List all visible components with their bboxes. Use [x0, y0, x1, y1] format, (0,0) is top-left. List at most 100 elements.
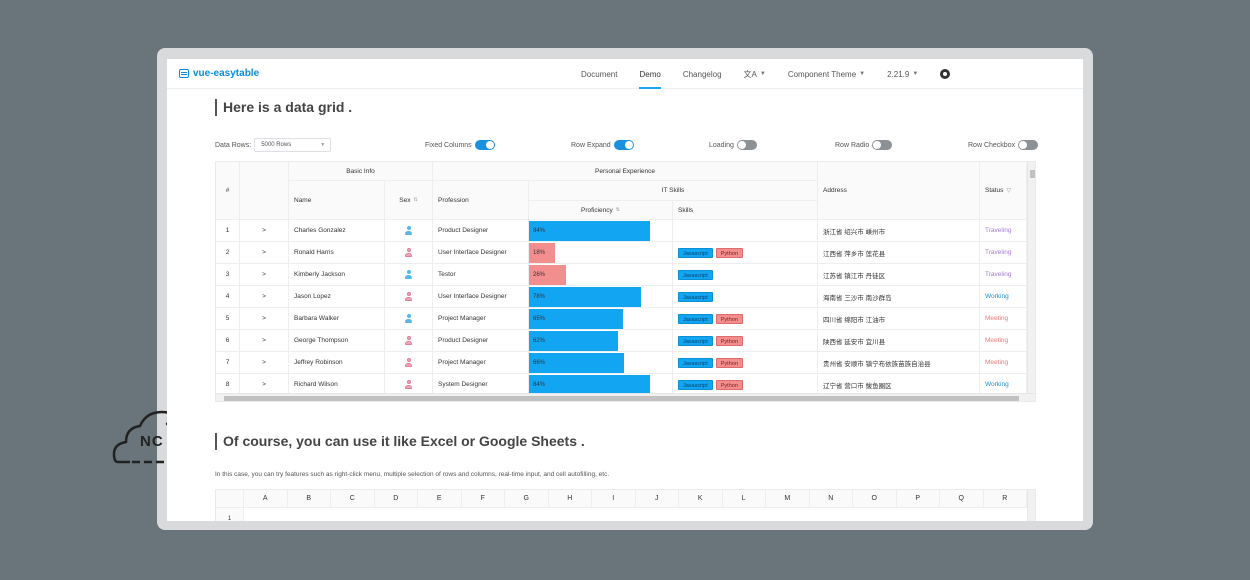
vertical-scrollbar[interactable] [1027, 162, 1035, 393]
header-status[interactable]: Status ▽ [980, 162, 1027, 220]
cell-profession: Project Manager [433, 352, 529, 374]
header-proficiency[interactable]: Proficiency ⇅ [529, 201, 673, 220]
sheet-column-header[interactable]: R [983, 490, 1027, 508]
chevron-right-icon: > [262, 381, 266, 388]
expand-toggle[interactable]: > [240, 242, 289, 264]
sheet-column-header[interactable]: D [374, 490, 418, 508]
sheet-column-header[interactable]: J [635, 490, 679, 508]
language-dropdown[interactable]: 文A ▼ [744, 59, 766, 89]
fixed-columns-control: Fixed Columns [425, 137, 495, 153]
cell-status: Meeting [980, 308, 1027, 330]
horizontal-scroll-thumb[interactable] [224, 396, 1019, 401]
cell-sex [385, 308, 433, 330]
sheet-column-header[interactable]: C [331, 490, 375, 508]
sheet-column-header[interactable]: M [766, 490, 810, 508]
sheet-row-header[interactable]: 1 [216, 508, 244, 521]
row-checkbox-control: Row Checkbox [968, 137, 1039, 153]
proficiency-bar: 78% [529, 287, 641, 307]
cell-proficiency: 66% [529, 352, 673, 374]
row-radio-label: Row Radio [835, 141, 870, 149]
fixed-columns-switch[interactable] [474, 140, 495, 150]
sheet-column-header[interactable]: G [505, 490, 549, 508]
expand-toggle[interactable]: > [240, 264, 289, 286]
chevron-right-icon: > [262, 315, 266, 322]
cell-name: George Thompson [289, 330, 385, 352]
site-logo[interactable]: vue-easytable [179, 68, 259, 79]
cell-index: 7 [216, 352, 240, 374]
sheet-column-header[interactable]: H [548, 490, 592, 508]
fixed-columns-label: Fixed Columns [425, 141, 472, 149]
data-rows-select[interactable]: 5000 Rows ▼ [254, 138, 332, 152]
cell-proficiency: 26% [529, 264, 673, 286]
female-icon [405, 336, 412, 345]
cell-proficiency: 18% [529, 242, 673, 264]
skill-tag: Javascript [678, 379, 713, 390]
top-nav: vue-easytable Document Demo Changelog 文A… [167, 59, 1083, 89]
header-name: Name [289, 181, 385, 220]
expand-toggle[interactable]: > [240, 308, 289, 330]
row-expand-control: Row Expand [571, 137, 634, 153]
nav-document[interactable]: Document [581, 69, 618, 79]
sheet-corner[interactable] [216, 490, 244, 508]
loading-switch[interactable] [736, 140, 757, 150]
sheet-column-header[interactable]: N [809, 490, 853, 508]
version-dropdown[interactable]: 2.21.9 ▼ [887, 59, 918, 89]
chevron-right-icon: > [262, 359, 266, 366]
header-it-skills: IT Skills [529, 181, 818, 201]
proficiency-value: 84% [533, 382, 546, 388]
nav-changelog[interactable]: Changelog [682, 69, 722, 79]
sheet-column-header[interactable]: P [896, 490, 940, 508]
header-skills: Skills [673, 201, 818, 220]
skill-tag: Javascript [678, 335, 713, 346]
sheet-vertical-scrollbar[interactable] [1027, 490, 1035, 521]
sort-icon: ⇅ [413, 197, 418, 203]
proficiency-value: 18% [533, 250, 546, 256]
header-sex[interactable]: Sex ⇅ [385, 181, 433, 220]
chevron-right-icon: > [262, 227, 266, 234]
cell-name: Ronald Harris [289, 242, 385, 264]
loading-label: Loading [709, 141, 734, 149]
cell-status: Meeting [980, 330, 1027, 352]
proficiency-value: 65% [533, 316, 546, 322]
cell-proficiency: 65% [529, 308, 673, 330]
expand-toggle[interactable]: > [240, 220, 289, 242]
cell-address: 贵州省 安顺市 镇宁布依族苗族自治县 [818, 352, 980, 374]
github-link[interactable] [940, 59, 951, 89]
proficiency-bar: 65% [529, 309, 623, 329]
theme-dropdown[interactable]: Component Theme ▼ [788, 59, 865, 89]
row-radio-switch[interactable] [872, 140, 893, 150]
chevron-down-icon: ▼ [912, 71, 919, 77]
cell-status: Traveling [980, 242, 1027, 264]
sheet-column-header[interactable]: I [592, 490, 636, 508]
female-icon [405, 248, 412, 257]
proficiency-bar: 66% [529, 353, 624, 373]
sheet-column-header[interactable]: Q [940, 490, 984, 508]
sheet-column-header[interactable]: O [853, 490, 897, 508]
cell-proficiency: 62% [529, 330, 673, 352]
cell-sex [385, 242, 433, 264]
sheet-column-header[interactable]: K [679, 490, 723, 508]
expand-toggle[interactable]: > [240, 330, 289, 352]
vertical-scroll-thumb[interactable] [1030, 170, 1035, 178]
cell-status: Meeting [980, 352, 1027, 374]
sheet-column-header[interactable]: F [461, 490, 505, 508]
expand-toggle[interactable]: > [240, 286, 289, 308]
cell-proficiency: 84% [529, 220, 673, 242]
row-expand-switch[interactable] [613, 140, 634, 150]
data-grid: # Basic Info Personal Experience Name Se… [215, 161, 1036, 402]
header-personal-experience: Personal Experience [433, 162, 818, 181]
section-title-excel: Of course, you can use it like Excel or … [215, 433, 585, 450]
sheet-column-header[interactable]: A [244, 490, 288, 508]
cell-skills: Javascript [673, 264, 818, 286]
sheet-column-header[interactable]: L [722, 490, 766, 508]
nav-demo[interactable]: Demo [639, 59, 662, 89]
expand-toggle[interactable]: > [240, 352, 289, 374]
row-checkbox-switch[interactable] [1018, 140, 1039, 150]
version-label: 2.21.9 [887, 69, 910, 79]
sheet-column-header[interactable]: B [287, 490, 331, 508]
cell-name: Kimberly Jackson [289, 264, 385, 286]
chevron-right-icon: > [262, 249, 266, 256]
sheet-column-header[interactable]: E [418, 490, 462, 508]
horizontal-scrollbar[interactable] [216, 393, 1035, 401]
cell-sex [385, 286, 433, 308]
